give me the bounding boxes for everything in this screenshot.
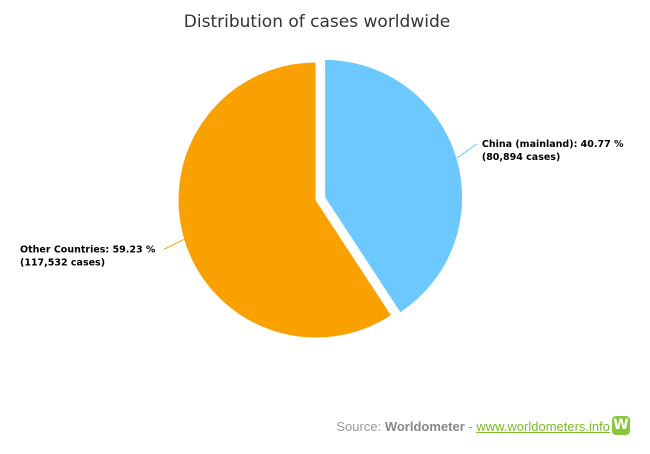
slice-sublabel-1: (117,532 cases) [20,257,105,268]
label-connector-0 [456,143,478,159]
chart-title: Distribution of cases worldwide [184,12,450,32]
slice-label-0: China (mainland): 40.77 % [482,139,624,150]
source-link[interactable]: www.worldometers.info [476,419,610,434]
source-prefix: Source: [336,419,382,434]
source-separator: - [468,419,473,434]
pie-slice-1[interactable] [177,61,393,339]
source-name: Worldometer [384,419,465,434]
label-connector-1 [163,239,184,250]
slice-sublabel-0: (80,894 cases) [482,152,560,163]
source-credit: Source: Worldometer - www.worldometers.i… [336,419,610,434]
pie-slice-0[interactable] [324,58,464,314]
worldometer-logo[interactable]: W [612,416,630,435]
slice-label-1: Other Countries: 59.23 % [20,244,156,255]
